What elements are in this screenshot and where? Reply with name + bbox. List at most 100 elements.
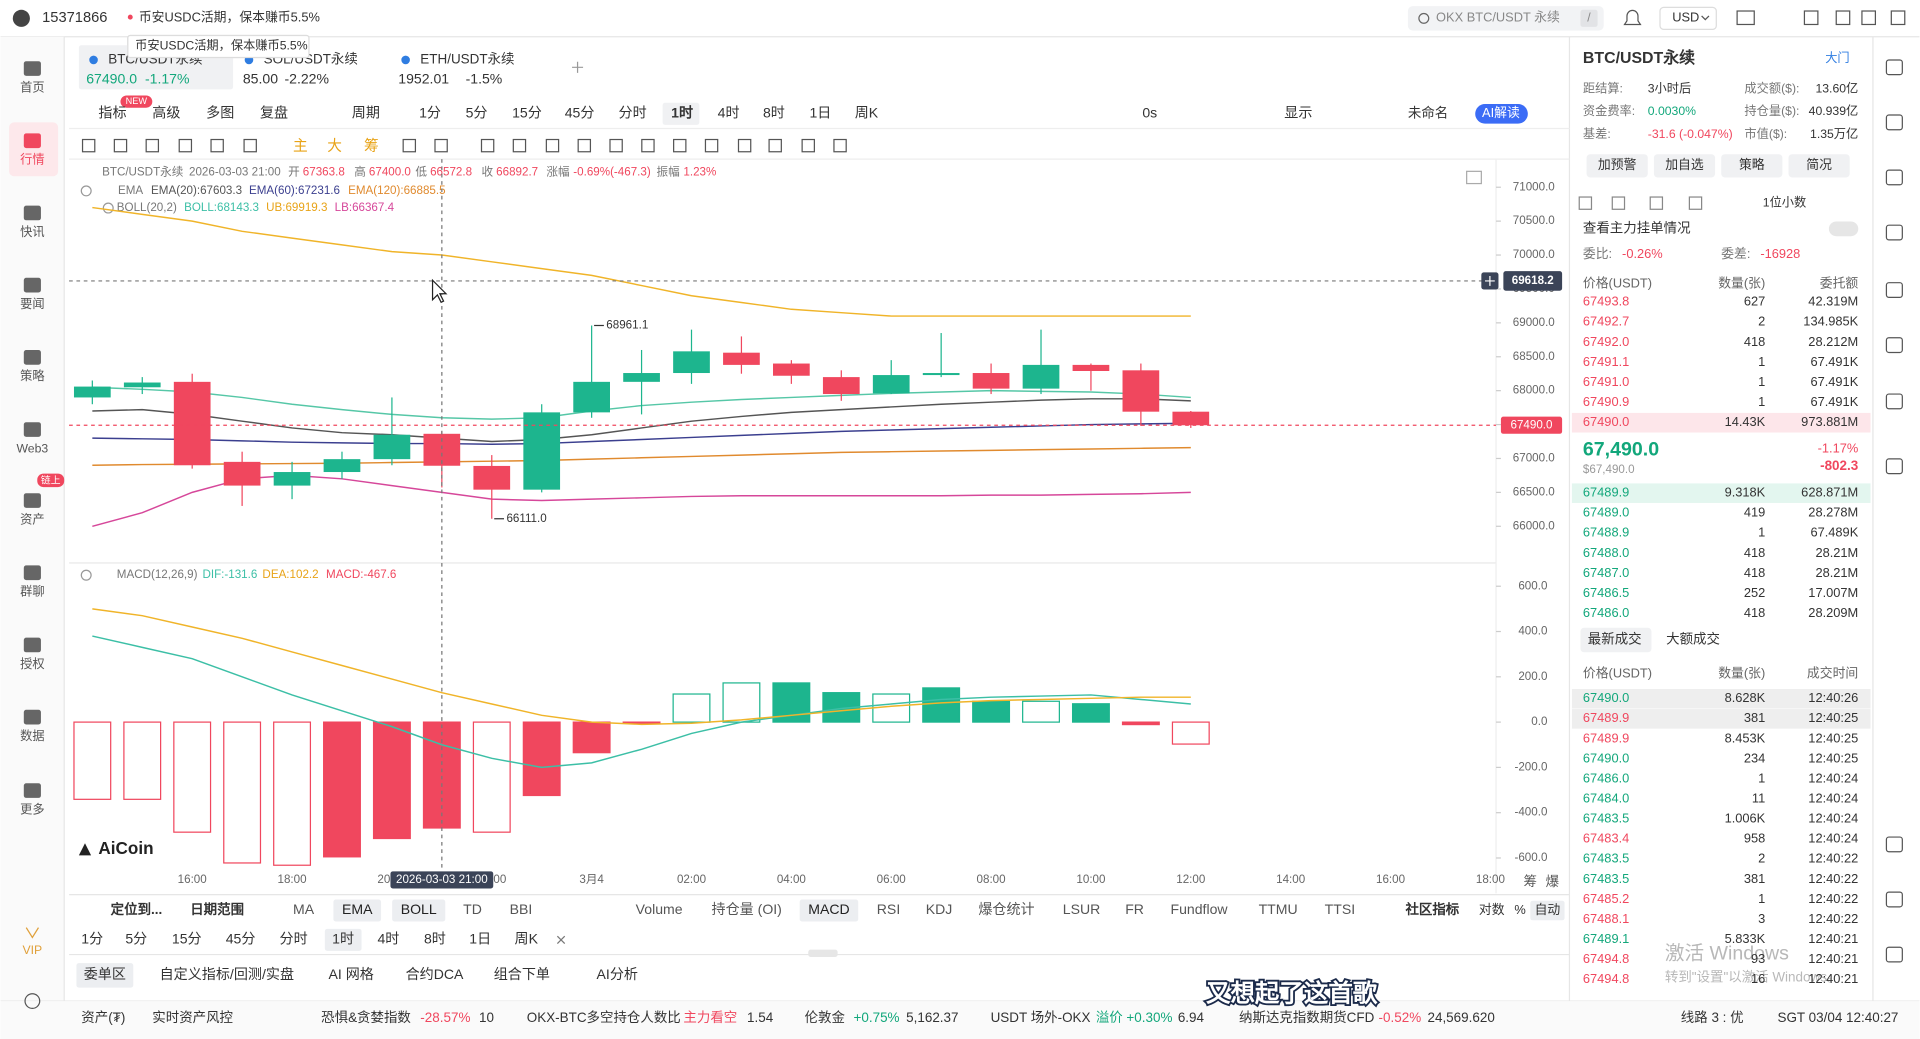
period[interactable]: 1分 bbox=[81, 931, 103, 947]
indicator[interactable]: 爆仓统计 bbox=[978, 901, 1034, 917]
panel-tab[interactable]: AI分析 bbox=[597, 966, 638, 982]
right-tool-icon[interactable] bbox=[1885, 836, 1903, 853]
panel-button[interactable] bbox=[1788, 154, 1850, 178]
period[interactable]: 分时 bbox=[619, 105, 647, 121]
period[interactable]: 45分 bbox=[226, 931, 256, 947]
expand-icon[interactable] bbox=[1466, 170, 1482, 185]
book-mode-icon[interactable] bbox=[1649, 196, 1664, 210]
panel-tab[interactable]: AI 网格 bbox=[329, 966, 374, 982]
period[interactable]: 1分 bbox=[419, 105, 441, 121]
draw-tool-icon[interactable] bbox=[609, 138, 623, 153]
draw-tool-icon[interactable] bbox=[434, 138, 448, 153]
draw-tool-icon[interactable] bbox=[480, 138, 495, 153]
add-tab-icon[interactable] bbox=[572, 61, 584, 73]
draw-tool-icon[interactable] bbox=[243, 138, 257, 153]
indicator[interactable]: EMA bbox=[342, 901, 373, 917]
toggle[interactable] bbox=[1828, 221, 1859, 237]
period[interactable]: 周K bbox=[855, 105, 879, 121]
draw-tool-icon[interactable] bbox=[402, 138, 417, 153]
period[interactable]: 8时 bbox=[424, 931, 446, 947]
right-tool-icon[interactable] bbox=[1885, 114, 1903, 131]
locate[interactable]: 定位到... bbox=[111, 901, 163, 917]
panel-tab[interactable]: 合约DCA bbox=[406, 966, 464, 982]
right-tool-icon[interactable] bbox=[1885, 393, 1903, 410]
sidebar-icon[interactable] bbox=[23, 422, 41, 437]
draw-tool-icon[interactable] bbox=[673, 138, 687, 153]
tab-name[interactable]: ETH/USDT永续 bbox=[420, 52, 514, 67]
right-tool-icon[interactable] bbox=[1885, 282, 1903, 298]
window-icon[interactable] bbox=[1890, 10, 1906, 26]
book-mode-icon[interactable] bbox=[1611, 196, 1626, 210]
period[interactable]: 5分 bbox=[466, 105, 488, 121]
draw-tool-icon[interactable] bbox=[641, 138, 655, 153]
sidebar-icon[interactable] bbox=[23, 493, 41, 508]
period[interactable]: 分时 bbox=[280, 931, 308, 947]
period[interactable]: 15分 bbox=[512, 105, 542, 121]
indicator[interactable]: BOLL bbox=[401, 901, 437, 917]
panel-tab[interactable]: 组合下单 bbox=[494, 966, 550, 982]
sidebar-icon[interactable] bbox=[23, 205, 41, 221]
window-icon[interactable] bbox=[1835, 10, 1851, 26]
toolbar-item[interactable]: 指标 bbox=[98, 105, 126, 121]
close-icon[interactable] bbox=[556, 935, 566, 944]
right-tool-icon[interactable] bbox=[1885, 946, 1903, 963]
period[interactable]: 1时 bbox=[332, 931, 354, 947]
layout-name[interactable]: 未命名 bbox=[1408, 104, 1448, 120]
trade-tab[interactable]: 大额成交 bbox=[1666, 631, 1720, 647]
panel-tab[interactable]: 委单区 bbox=[84, 966, 126, 982]
date-range[interactable]: 日期范围 bbox=[190, 901, 244, 917]
draw-tool[interactable]: 筹 bbox=[364, 138, 379, 155]
indicator[interactable]: TD bbox=[463, 901, 482, 917]
auto-toggle[interactable]: 自动 bbox=[1535, 902, 1561, 917]
sidebar-icon[interactable] bbox=[23, 133, 41, 149]
panel-link[interactable]: 大门 bbox=[1825, 50, 1849, 65]
right-tool-icon[interactable] bbox=[1885, 337, 1903, 354]
toolbar-item[interactable]: 多图 bbox=[206, 105, 234, 121]
legend-toggle[interactable] bbox=[80, 569, 92, 581]
book-mode-icon[interactable] bbox=[1578, 196, 1593, 210]
indicator[interactable]: Fundflow bbox=[1170, 901, 1228, 917]
sidebar-icon[interactable] bbox=[23, 637, 41, 653]
period[interactable]: 周K bbox=[515, 931, 539, 947]
draw-tool-icon[interactable] bbox=[545, 138, 560, 153]
draw-tool-icon[interactable] bbox=[577, 138, 592, 153]
indicator[interactable]: 持仓量 (OI) bbox=[712, 901, 782, 917]
right-tool-icon[interactable] bbox=[1885, 169, 1903, 186]
community[interactable]: 社区指标 bbox=[1404, 901, 1459, 917]
indicator[interactable]: TTSI bbox=[1325, 901, 1355, 917]
draw-tool-icon[interactable] bbox=[768, 138, 782, 153]
axis-corner[interactable]: 筹 bbox=[1524, 873, 1537, 889]
right-tool-icon[interactable] bbox=[1885, 891, 1903, 908]
indicator[interactable]: TTMU bbox=[1259, 901, 1298, 917]
draw-tool-icon[interactable] bbox=[210, 138, 224, 153]
sidebar-icon[interactable] bbox=[23, 783, 41, 798]
ai-button[interactable] bbox=[1475, 104, 1528, 124]
indicator[interactable]: FR bbox=[1125, 901, 1144, 917]
toolbar-item[interactable]: 高级 bbox=[152, 105, 180, 121]
indicator[interactable]: KDJ bbox=[926, 901, 953, 917]
period[interactable]: 8时 bbox=[763, 105, 785, 121]
percent-toggle[interactable]: % bbox=[1514, 902, 1525, 917]
axis-corner[interactable]: 爆 bbox=[1546, 874, 1560, 889]
period[interactable]: 45分 bbox=[565, 105, 595, 121]
sidebar-icon[interactable] bbox=[23, 61, 41, 76]
sidebar-icon[interactable] bbox=[23, 277, 41, 293]
right-tool-icon[interactable] bbox=[1885, 458, 1903, 475]
right-tool-icon[interactable] bbox=[1885, 59, 1903, 76]
draw-tool-icon[interactable] bbox=[737, 138, 752, 153]
book-mode-icon[interactable] bbox=[1688, 196, 1703, 210]
indicator[interactable]: LSUR bbox=[1063, 901, 1101, 917]
log-toggle[interactable]: 对数 bbox=[1479, 902, 1505, 917]
panel-button[interactable] bbox=[1653, 154, 1716, 178]
indicator[interactable]: MA bbox=[293, 901, 315, 917]
search-box[interactable] bbox=[1407, 6, 1604, 31]
draw-tool-icon[interactable] bbox=[178, 138, 193, 153]
legend-toggle[interactable] bbox=[80, 185, 92, 197]
period[interactable]: 1日 bbox=[809, 105, 831, 121]
panel-button[interactable] bbox=[1721, 154, 1783, 178]
draw-tool-icon[interactable] bbox=[145, 138, 160, 153]
window-icon[interactable] bbox=[1803, 10, 1819, 26]
panel-tab[interactable]: 自定义指标/回测/实盘 bbox=[160, 966, 294, 982]
indicator[interactable]: RSI bbox=[877, 901, 900, 917]
legend-toggle[interactable] bbox=[102, 202, 114, 214]
